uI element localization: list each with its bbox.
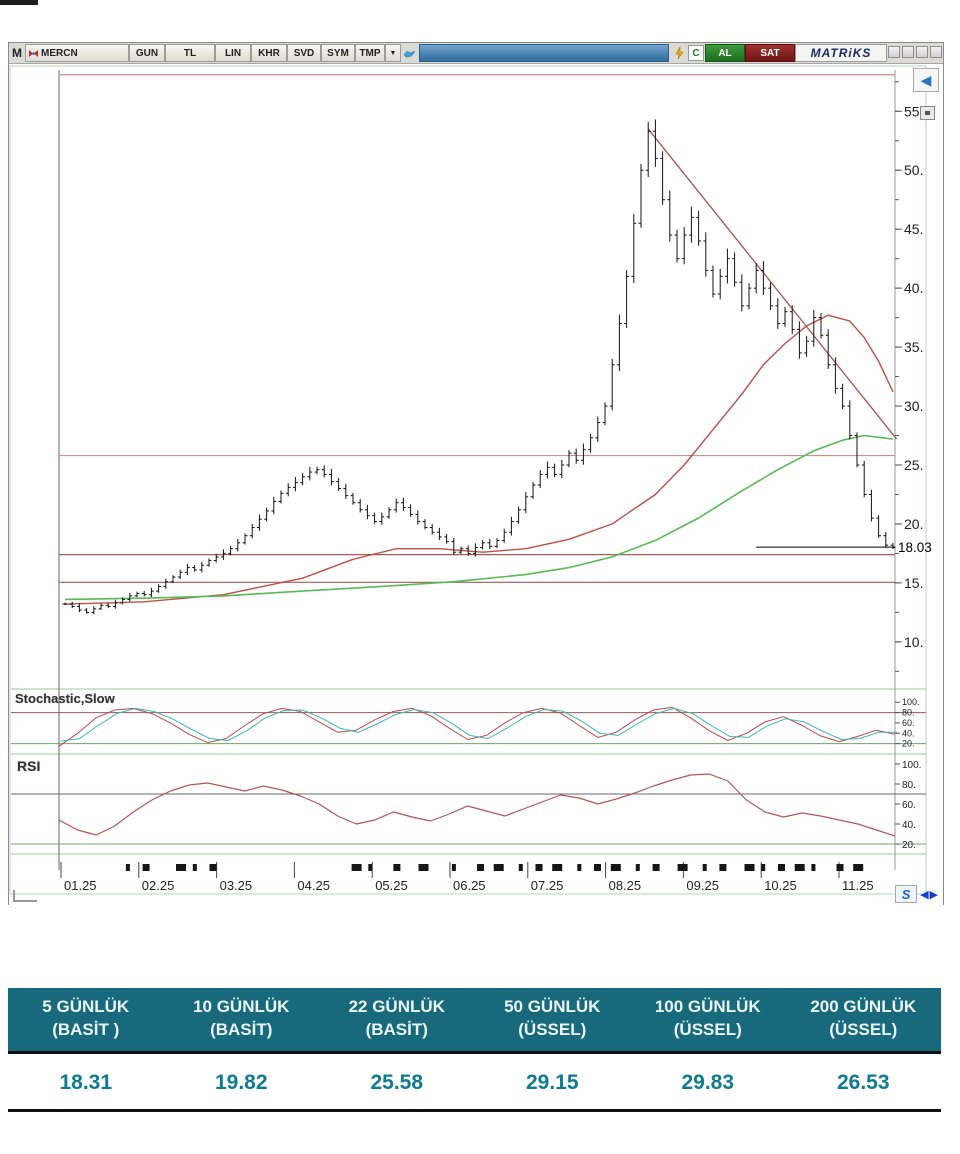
stochastic-pane-title: Stochastic,Slow [15,691,115,706]
table-divider [8,1050,941,1054]
svg-text:07.25: 07.25 [531,878,564,893]
ma-value: 25.58 [370,1070,424,1094]
matriks-logo: MATRiKS [795,44,887,62]
window-menu-m[interactable]: M [12,46,22,60]
table-header-cell: 200 GÜNLÜK (ÜSSEL) [786,996,942,1042]
symbol-label: MERCN [41,47,78,59]
ma-value: 19.82 [214,1070,268,1094]
header-period: 200 GÜNLÜK [810,997,917,1016]
ma-value: 18.31 [59,1070,113,1094]
svg-text:02.25: 02.25 [142,878,175,893]
toolbar-button-tl[interactable]: TL [165,44,215,62]
chat-bird-icon[interactable] [401,43,417,63]
toolbar-button-svd[interactable]: SVD [287,44,321,62]
svg-text:06.25: 06.25 [453,878,486,893]
back-arrow-button[interactable]: ◀ [913,68,939,92]
table-bottom-border [8,1108,941,1112]
svg-text:35.: 35. [904,339,923,355]
detach-pane-icon[interactable] [919,106,935,120]
toolbar-button-tmp[interactable]: TMP [355,44,385,62]
svg-text:60.: 60. [902,718,915,728]
header-type: (ÜSSEL) [518,1019,587,1039]
table-header-row: 5 GÜNLÜK (BASİT ) 10 GÜNLÜK (BASİT) 22 G… [8,988,941,1051]
toolbar-button-gun[interactable]: GUN [129,44,165,62]
header-period: 100 GÜNLÜK [654,997,761,1016]
header-period: 50 GÜNLÜK [504,997,601,1016]
svg-text:20.: 20. [904,516,923,532]
header-period: 5 GÜNLÜK [42,997,130,1016]
toolbar-button-sym[interactable]: SYM [321,44,355,62]
c-icon[interactable]: C [688,45,704,61]
chevron-down-icon[interactable]: ▼ [385,44,401,62]
table-header-cell: 50 GÜNLÜK (ÜSSEL) [475,996,631,1042]
svg-text:45.: 45. [904,221,923,237]
moving-averages-table: 5 GÜNLÜK (BASİT ) 10 GÜNLÜK (BASİT) 22 G… [8,988,941,1112]
chart-window: M MERCN GUN TL LIN KHR SVD SYM TMP ▼ C [8,42,944,905]
header-type: (ÜSSEL) [829,1019,898,1039]
svg-text:40.: 40. [904,280,923,296]
matriks-s-icon[interactable]: S [895,885,918,903]
table-header-cell: 10 GÜNLÜK (BASİT) [164,996,320,1042]
ma-value: 29.83 [681,1070,735,1094]
svg-text:80.: 80. [902,708,915,718]
header-type: (ÜSSEL) [673,1019,742,1039]
svg-text:20.: 20. [902,739,915,749]
lightning-icon[interactable] [671,43,687,63]
window-button-minimize[interactable] [902,46,914,58]
svg-text:10.: 10. [904,634,923,650]
header-type: (BASİT) [365,1019,428,1039]
svg-text:30.: 30. [904,398,923,414]
header-period: 10 GÜNLÜK [193,997,290,1016]
window-button-restore[interactable] [888,46,900,58]
svg-text:09.25: 09.25 [686,878,719,893]
scroll-arrows[interactable]: ◀▶ [920,888,939,901]
svg-text:55.: 55. [904,103,923,119]
ma-value: 26.53 [836,1070,890,1094]
window-button-close[interactable] [930,46,942,58]
chart-canvas[interactable]: 18.03 55. 50. 45. 40. 35. 30. 25. 20. 15. 10. 01.25… [9,64,943,905]
table-header-cell: 100 GÜNLÜK (ÜSSEL) [630,996,786,1042]
svg-text:50.: 50. [904,162,923,178]
svg-text:03.25: 03.25 [220,878,253,893]
window-button-maximize[interactable] [916,46,928,58]
svg-text:100.: 100. [902,697,920,707]
svg-text:100.: 100. [902,760,921,771]
symbol-input[interactable]: MERCN [25,44,129,62]
svg-text:10.25: 10.25 [764,878,797,893]
svg-text:40.: 40. [902,728,915,738]
rsi-pane-title: RSI [17,758,41,774]
svg-text:25.: 25. [904,457,923,473]
svg-text:18.03: 18.03 [898,540,932,555]
right-strip: ◀ [913,68,941,120]
chart-toolbar: M MERCN GUN TL LIN KHR SVD SYM TMP ▼ C [9,43,943,64]
corner-mark [0,0,38,5]
svg-text:40.: 40. [902,820,916,831]
svg-text:15.: 15. [904,575,923,591]
table-header-cell: 22 GÜNLÜK (BASİT) [319,996,475,1042]
header-type: (BASİT ) [52,1019,120,1039]
ma-value: 29.15 [525,1070,579,1094]
svg-text:05.25: 05.25 [375,878,408,893]
table-value-row: 18.31 19.82 25.58 29.15 29.83 26.53 [8,1054,941,1109]
header-type: (BASİT) [210,1019,273,1039]
toolbar-button-khr[interactable]: KHR [251,44,287,62]
toolbar-button-lin[interactable]: LIN [215,44,251,62]
sell-button[interactable]: SAT [745,44,795,62]
svg-text:08.25: 08.25 [609,878,642,893]
svg-text:01.25: 01.25 [64,878,97,893]
svg-text:04.25: 04.25 [297,878,330,893]
titlebar-stripe [419,44,669,62]
svg-text:80.: 80. [902,780,916,791]
svg-text:11.25: 11.25 [842,878,874,893]
buy-button[interactable]: AL [705,44,745,62]
header-period: 22 GÜNLÜK [348,997,445,1016]
svg-text:20.: 20. [902,840,916,851]
symbol-icon [28,48,39,59]
table-header-cell: 5 GÜNLÜK (BASİT ) [8,996,164,1042]
svg-text:60.: 60. [902,800,916,811]
resize-grip[interactable] [13,890,37,902]
chart-area: 18.03 55. 50. 45. 40. 35. 30. 25. 20. 15. 10. 01.25… [9,64,943,905]
